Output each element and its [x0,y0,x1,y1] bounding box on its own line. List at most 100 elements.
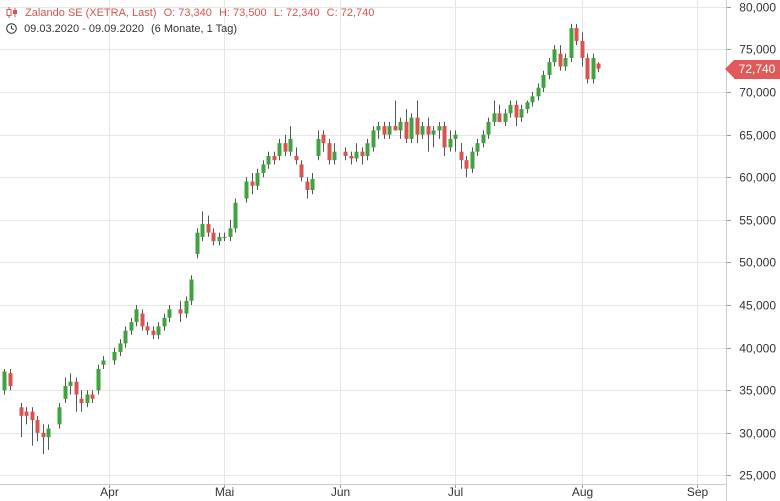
candle-body [514,104,519,118]
candle [470,147,475,173]
candle-body [431,130,436,135]
candle-body [404,121,409,139]
candle-body [464,160,469,169]
chart-type-icon[interactable] [6,7,18,22]
open-value: O: 73,340 [163,7,212,19]
candle [2,368,7,395]
candle [558,45,563,71]
candle [211,228,216,246]
candle [519,104,524,122]
candle-body [178,309,183,314]
candle-body [558,53,563,67]
candle-body [503,113,508,122]
candle-body [547,62,552,75]
candle-body [585,57,590,80]
candle-body [437,126,442,131]
candle-body [189,279,194,301]
candle-body [354,151,359,159]
x-tick-label: Mai [215,485,234,499]
candle-body [255,172,260,186]
instrument-name: Zalando SE (XETRA, Last) [25,7,157,19]
candle-body [46,428,51,438]
candle-body [376,126,381,131]
y-tick-label: 45,000 [739,299,776,313]
candle [475,138,480,156]
candle [464,155,469,178]
y-tick-label: 75,000 [739,43,776,57]
candle [24,407,29,425]
candle-body [486,121,491,135]
x-tick-label: Jun [331,485,350,499]
candle [68,373,73,395]
candle-body [426,126,431,135]
candle-body [316,138,321,156]
candle-body [118,343,123,352]
date-range: 09.03.2020 - 09.09.2020 [24,23,144,35]
candle-body [35,420,40,433]
candle [167,305,172,323]
candle [228,219,233,242]
candle [90,390,95,404]
candle-body [525,102,530,110]
candle-body [68,381,73,387]
candle-body [206,224,211,233]
candle-body [266,155,271,165]
low-value: L: 72,340 [273,7,320,19]
candle-body [184,300,189,314]
last-price-badge: 72,740 [725,60,780,79]
candle-body [371,130,376,148]
candle [101,356,106,369]
candle [316,130,321,161]
y-tick-label: 60,000 [739,171,776,185]
candle-body [41,432,46,438]
y-tick-label: 55,000 [739,214,776,228]
candle [585,53,590,84]
candle [145,322,150,335]
candle-body [360,151,365,156]
candle-body [151,330,156,335]
candle-body [250,181,255,186]
candle-body [382,126,387,135]
x-tick-label: Jul [448,485,463,499]
candle [569,23,574,63]
candle-body [112,351,117,361]
x-tick-label: Aug [572,485,593,499]
candle-body [2,371,7,391]
candle-body [272,155,277,161]
candle [541,70,546,93]
candle [261,160,266,178]
candle-body [294,155,299,161]
candle-body [453,134,458,139]
candle [74,377,79,412]
candle-body [420,126,425,135]
candle-body [288,138,293,152]
candle-body [74,381,79,395]
candle [371,126,376,152]
candle-body [244,181,249,199]
candle [591,53,596,84]
candle [332,143,337,165]
candle-body [156,326,161,335]
last-price-value: 72,740 [734,60,780,79]
candle-body [552,49,557,63]
candle [525,100,530,114]
candle [272,151,277,165]
y-tick-label: 70,000 [739,86,776,100]
y-tick-label: 25,000 [739,469,776,483]
y-tick-label: 30,000 [739,427,776,441]
candle [547,57,552,80]
y-tick-label: 50,000 [739,256,776,270]
candle [206,215,211,237]
candle-body [508,104,513,114]
candle [299,160,304,182]
candle-body [140,313,145,327]
candle [492,100,497,127]
candle-body [299,164,304,178]
high-value: H: 73,500 [218,7,267,19]
candle-body [222,236,227,238]
candle [277,138,282,161]
candle [503,109,508,127]
candle-body [541,74,546,88]
candle-body [365,143,370,156]
